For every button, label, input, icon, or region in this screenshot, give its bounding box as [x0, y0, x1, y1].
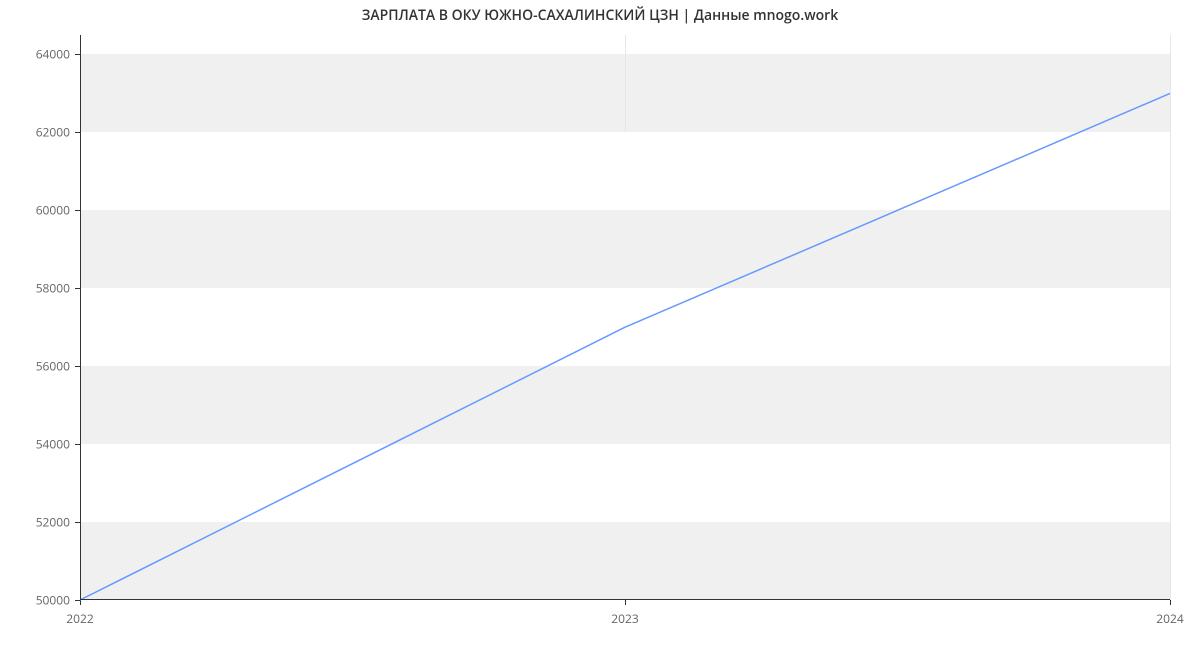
x-tick-mark: [1170, 600, 1171, 605]
y-tick-label: 50000: [36, 592, 70, 609]
y-tick-label: 52000: [36, 514, 70, 531]
y-tick-label: 54000: [36, 436, 70, 453]
x-tick-label: 2022: [66, 610, 93, 627]
x-grid-line: [1170, 35, 1171, 600]
x-tick-mark: [625, 600, 626, 605]
y-tick-label: 64000: [36, 46, 70, 63]
x-tick-label: 2023: [611, 610, 638, 627]
series-line-salary: [80, 93, 1170, 600]
x-tick-mark: [80, 600, 81, 605]
y-tick-label: 56000: [36, 358, 70, 375]
y-tick-label: 62000: [36, 124, 70, 141]
x-tick-label: 2024: [1156, 610, 1183, 627]
y-tick-label: 58000: [36, 280, 70, 297]
y-tick-label: 60000: [36, 202, 70, 219]
series-layer: [80, 35, 1170, 600]
plot-area: 5000052000540005600058000600006200064000…: [80, 35, 1170, 600]
chart-title: ЗАРПЛАТА В ОКУ ЮЖНО-САХАЛИНСКИЙ ЦЗН | Да…: [0, 6, 1200, 25]
salary-line-chart: ЗАРПЛАТА В ОКУ ЮЖНО-САХАЛИНСКИЙ ЦЗН | Да…: [0, 0, 1200, 650]
